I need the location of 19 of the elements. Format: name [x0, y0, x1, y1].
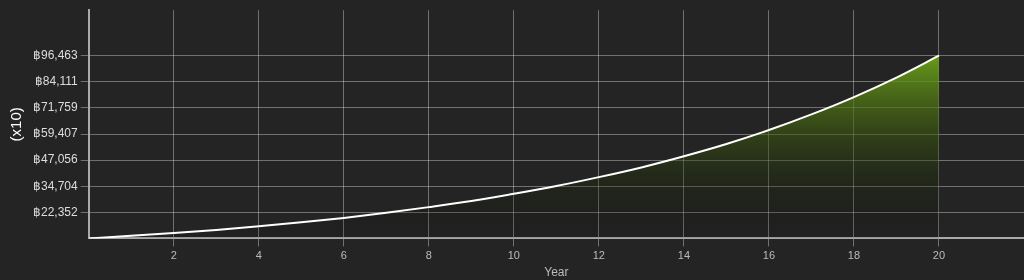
y-tick-label: ฿47,056	[33, 152, 79, 167]
x-tick-label: 18	[847, 249, 861, 262]
x-tick-label: 14	[677, 249, 691, 262]
x-tick-label: 8	[425, 249, 432, 262]
x-axis-title: Year	[544, 265, 569, 280]
y-tick-label: ฿71,759	[33, 100, 79, 115]
y-axis-title: (x10)	[7, 107, 25, 142]
y-tick-label: ฿84,111	[34, 74, 79, 89]
x-tick-label: 6	[340, 249, 347, 262]
x-tick-label: 16	[762, 249, 776, 262]
x-tick-label: 10	[507, 249, 520, 262]
y-tick-label: ฿22,352	[33, 204, 79, 219]
y-tick-label: ฿59,407	[33, 126, 79, 141]
y-tick-label: ฿96,463	[33, 48, 79, 63]
x-tick-label: 12	[592, 249, 605, 262]
x-tick-label: 4	[255, 249, 262, 262]
x-tick-label: 2	[170, 249, 177, 262]
x-tick-label: 20	[932, 249, 946, 262]
y-tick-label: ฿34,704	[33, 178, 79, 193]
